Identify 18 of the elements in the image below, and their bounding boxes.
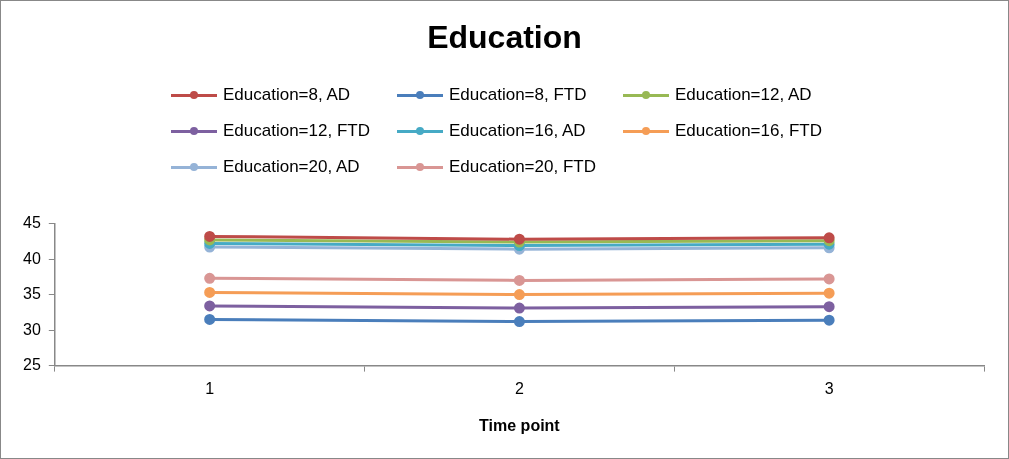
legend-label: Education=12, FTD [223,121,370,141]
x-tick-label: 2 [514,379,524,397]
legend-label: Education=20, AD [223,157,360,177]
legend-label: Education=20, FTD [449,157,596,177]
y-tick-label: 45 [23,214,41,232]
y-tick-label: 30 [23,320,41,338]
legend-label: Education=8, AD [223,85,351,105]
y-tick-label: 35 [23,285,41,303]
legend-label: Education=16, AD [449,121,586,141]
legend-label: Education=16, FTD [675,121,822,141]
x-tick-label: 1 [205,379,215,397]
y-tick-label: 25 [23,356,41,374]
legend-label: Education=8, FTD [449,85,587,105]
y-tick-label: 40 [23,249,41,267]
x-tick-label: 3 [824,379,834,397]
chart-title: Education [426,19,583,56]
legend-label: Education=12, AD [675,85,812,105]
x-axis-title: Time point [479,416,561,434]
